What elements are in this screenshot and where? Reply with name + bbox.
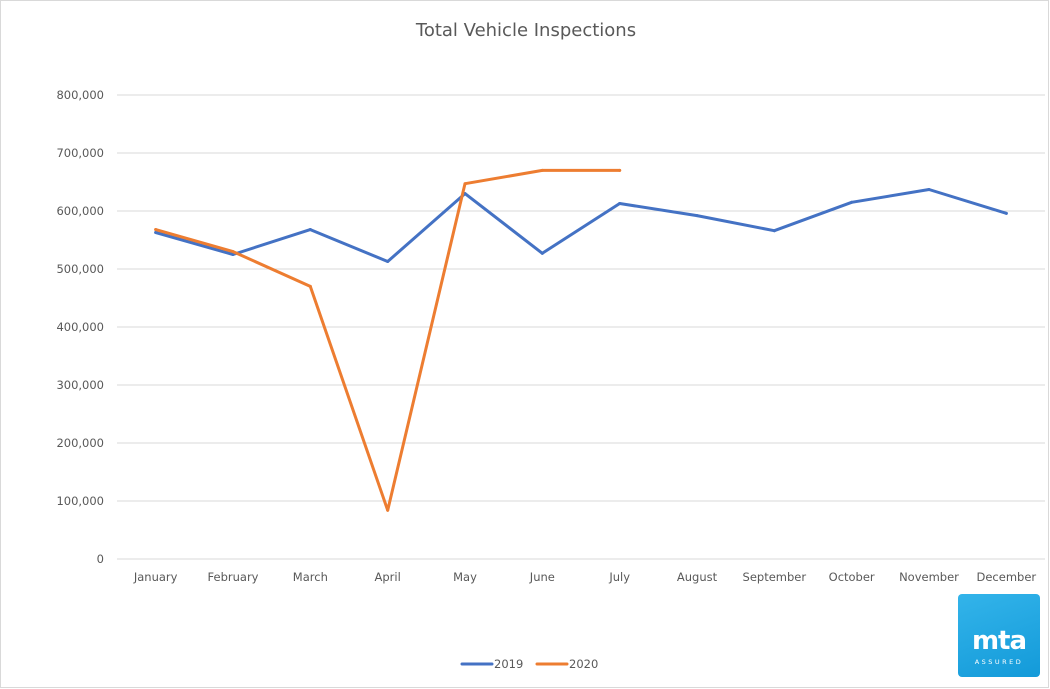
y-tick-label: 300,000 [56,378,104,392]
data-point-2020 [540,168,544,172]
series-lines [154,168,1008,512]
series-line-2019 [154,188,1008,263]
data-point-2019 [618,201,622,205]
x-tick-label: February [208,570,259,584]
x-tick-label: October [829,570,875,584]
data-point-2020 [386,508,390,512]
chart-title: Total Vehicle Inspections [415,20,636,41]
data-point-2020 [463,182,467,186]
data-point-2020 [154,228,158,232]
data-point-2019 [695,214,699,218]
mta-assured-logo: mta ASSURED [958,594,1040,677]
grid-lines [117,94,1045,560]
data-point-2019 [927,188,931,192]
data-point-2020 [618,168,622,172]
y-axis: 0 100,000 200,000 300,000 400,000 500,000 600,… [56,88,104,566]
data-point-2020 [308,284,312,288]
x-tick-label: April [375,570,401,584]
legend-label-2020: 2020 [569,657,598,671]
y-tick-label: 700,000 [56,146,104,160]
data-point-2019 [850,200,854,204]
x-tick-label: September [743,570,807,584]
y-tick-label: 200,000 [56,436,104,450]
x-tick-label: March [293,570,328,584]
data-point-2019 [1004,211,1008,215]
data-point-2019 [308,228,312,232]
x-tick-label: December [977,570,1037,584]
data-point-2019 [772,229,776,233]
x-tick-label: May [453,570,477,584]
y-tick-label: 0 [97,552,104,566]
x-axis: January February March April May June July Augu… [133,570,1037,584]
y-tick-label: 600,000 [56,204,104,218]
logo-wordmark: mta [971,626,1027,656]
x-tick-label: July [608,570,630,584]
data-point-2019 [154,230,158,234]
x-tick-label: November [899,570,959,584]
y-tick-label: 800,000 [56,88,104,102]
data-point-2020 [231,250,235,254]
legend: 2019 2020 [460,657,598,671]
y-tick-label: 500,000 [56,262,104,276]
series-line-2020 [154,168,622,512]
x-tick-label: August [677,570,718,584]
logo-subtitle: ASSURED [974,658,1024,666]
data-point-2019 [231,253,235,256]
y-tick-label: 100,000 [56,494,104,508]
data-point-2019 [386,259,390,263]
legend-label-2019: 2019 [494,657,523,671]
data-point-2019 [540,251,544,255]
y-tick-label: 400,000 [56,320,104,334]
x-tick-label: June [529,570,555,584]
x-tick-label: January [133,570,178,584]
